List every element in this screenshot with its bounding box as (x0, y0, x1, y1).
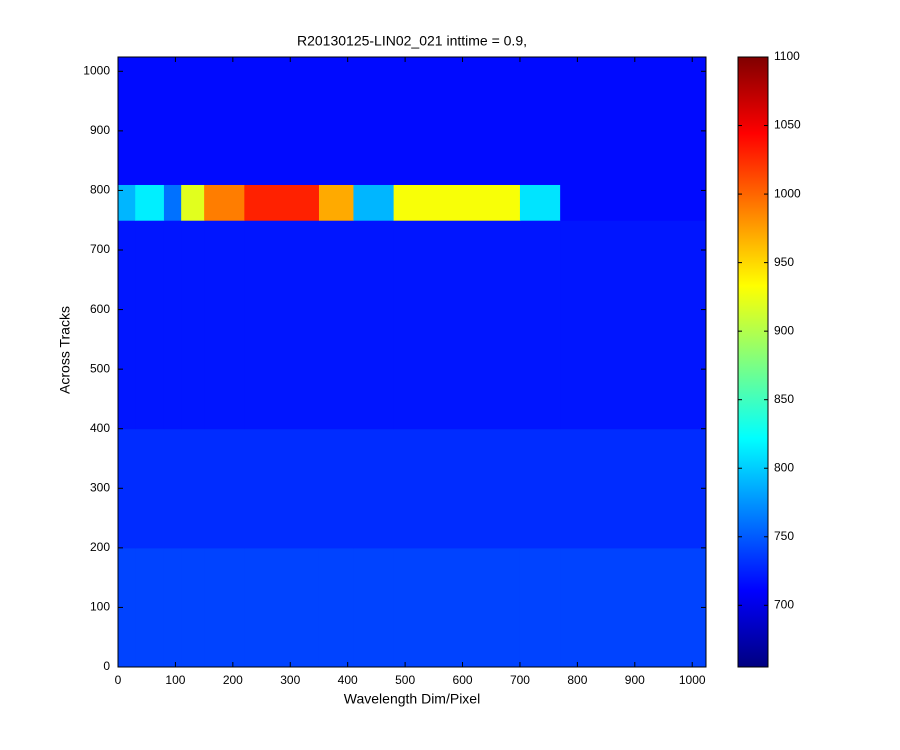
x-tick-label: 1000 (679, 673, 706, 687)
heatmap-cell (318, 184, 354, 221)
heatmap-cell (135, 57, 165, 185)
heatmap-cell (181, 184, 205, 221)
y-tick-label: 600 (90, 302, 110, 316)
heatmap-cell (135, 220, 165, 430)
heatmap-cell (204, 184, 245, 221)
y-tick-label: 200 (90, 540, 110, 554)
y-tick-label: 0 (103, 659, 110, 673)
heatmap-cell (393, 184, 521, 221)
heatmap-cell (560, 220, 707, 430)
heatmap-cell (204, 220, 245, 430)
heatmap-cell (519, 57, 561, 185)
x-tick-label: 800 (567, 673, 587, 687)
x-tick-label: 200 (223, 673, 243, 687)
heatmap-cell (163, 184, 182, 221)
heatmap-cell (163, 428, 182, 549)
heatmap-cell (163, 547, 182, 668)
heatmap-cell (135, 547, 165, 668)
heatmap-cell (204, 57, 245, 185)
x-tick-label: 100 (165, 673, 185, 687)
heatmap-cell (181, 547, 205, 668)
heatmap-cell (318, 220, 354, 430)
heatmap-cell (519, 547, 561, 668)
heatmap-cell (353, 547, 395, 668)
heatmap-cell (519, 220, 561, 430)
x-tick-label: 900 (625, 673, 645, 687)
heatmap-cell (181, 428, 205, 549)
heatmap-cell (353, 220, 395, 430)
heatmap-cell (353, 184, 395, 221)
x-tick-label: 700 (510, 673, 530, 687)
y-tick-label: 800 (90, 183, 110, 197)
heatmap-cell (353, 428, 395, 549)
heatmap-cell (204, 428, 245, 549)
heatmap-cell (393, 428, 521, 549)
y-axis-label: Across Tracks (57, 306, 73, 394)
y-tick-label: 300 (90, 480, 110, 494)
colorbar-tick-label: 850 (774, 392, 794, 406)
heatmap-cell (244, 547, 320, 668)
x-tick-label: 300 (280, 673, 300, 687)
heatmap-cell (560, 428, 707, 549)
x-axis-label: Wavelength Dim/Pixel (344, 691, 480, 707)
heatmap-cell (244, 57, 320, 185)
heatmap-cell (181, 57, 205, 185)
heatmap-cell (519, 184, 561, 221)
heatmap-cell (560, 184, 707, 221)
y-tick-label: 1000 (83, 63, 110, 77)
colorbar (737, 56, 769, 668)
heatmap-cell (318, 57, 354, 185)
y-tick-label: 900 (90, 123, 110, 137)
heatmap-cell (181, 220, 205, 430)
x-tick-label: 400 (338, 673, 358, 687)
y-tick-label: 500 (90, 361, 110, 375)
heatmap-cell (318, 547, 354, 668)
plot-frame (117, 56, 707, 668)
colorbar-tick-label: 900 (774, 323, 794, 337)
heatmap-cell (118, 220, 136, 430)
x-tick-label: 600 (453, 673, 473, 687)
heatmap-cells (118, 57, 707, 668)
colorbar-tick-label: 950 (774, 255, 794, 269)
heatmap-cell (163, 220, 182, 430)
heatmap-cell (244, 184, 320, 221)
x-tick-label: 500 (395, 673, 415, 687)
heatmap-cell (393, 57, 521, 185)
heatmap-cell (393, 547, 521, 668)
colorbar-tick-label: 750 (774, 529, 794, 543)
heatmap-cell (163, 57, 182, 185)
heatmap-cell (353, 57, 395, 185)
x-tick-label: 0 (115, 673, 122, 687)
heatmap-cell (135, 184, 165, 221)
colorbar-tick-label: 1050 (774, 118, 801, 132)
y-tick-label: 400 (90, 421, 110, 435)
heatmap-cell (118, 428, 136, 549)
heatmap-cell (244, 428, 320, 549)
heatmap-cell (560, 547, 707, 668)
heatmap-cell (244, 220, 320, 430)
heatmap-cell (118, 184, 136, 221)
heatmap-cell (204, 547, 245, 668)
colorbar-tick-label: 1000 (774, 186, 801, 200)
heatmap-cell (118, 57, 136, 185)
heatmap-cell (318, 428, 354, 549)
heatmap-cell (118, 547, 136, 668)
y-tick-label: 700 (90, 242, 110, 256)
colorbar-tick-label: 800 (774, 460, 794, 474)
colorbar-tick-label: 700 (774, 597, 794, 611)
heatmap-cell (560, 57, 707, 185)
y-tick-label: 100 (90, 600, 110, 614)
heatmap-cell (519, 428, 561, 549)
heatmap-cell (393, 220, 521, 430)
chart-title: R20130125-LIN02_021 inttime = 0.9, (297, 33, 527, 49)
heatmap-cell (135, 428, 165, 549)
colorbar-tick-label: 1100 (774, 49, 800, 63)
